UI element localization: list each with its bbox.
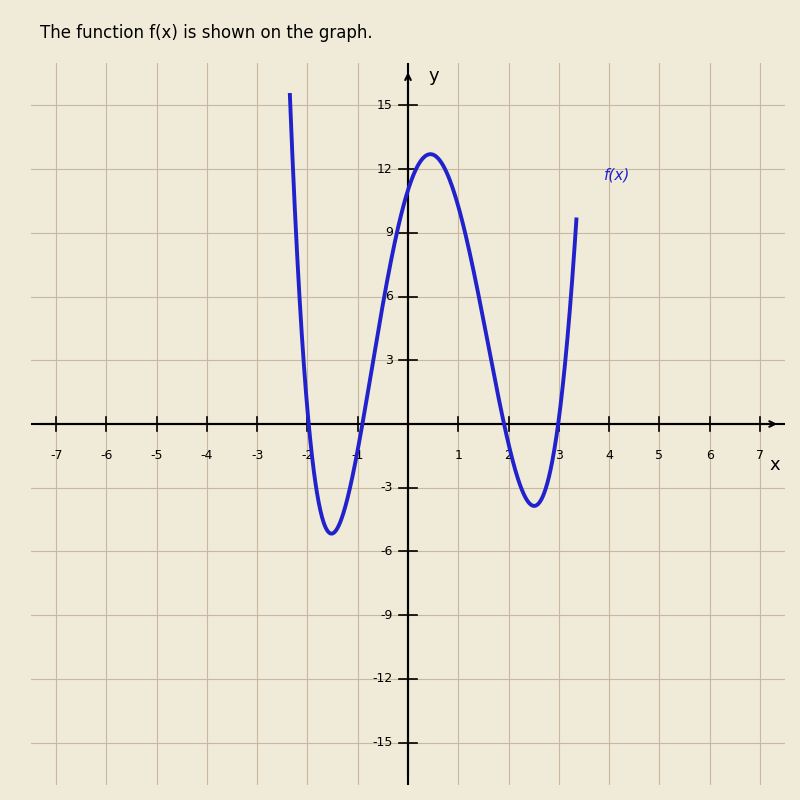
Text: -15: -15: [373, 736, 393, 749]
Text: y: y: [428, 67, 438, 86]
Text: 1: 1: [454, 450, 462, 462]
Text: -4: -4: [201, 450, 213, 462]
Text: 6: 6: [385, 290, 393, 303]
Text: -6: -6: [381, 545, 393, 558]
Text: -1: -1: [351, 450, 364, 462]
Text: 9: 9: [385, 226, 393, 239]
Text: f(x): f(x): [604, 168, 630, 182]
Text: -2: -2: [302, 450, 314, 462]
Text: -3: -3: [381, 482, 393, 494]
Text: -3: -3: [251, 450, 263, 462]
Text: 12: 12: [377, 162, 393, 176]
Text: 4: 4: [605, 450, 613, 462]
Text: 3: 3: [555, 450, 562, 462]
Text: 7: 7: [756, 450, 764, 462]
Text: 15: 15: [377, 99, 393, 112]
Text: -5: -5: [150, 450, 163, 462]
Text: -7: -7: [50, 450, 62, 462]
Text: 3: 3: [385, 354, 393, 366]
Text: x: x: [770, 456, 780, 474]
Text: -12: -12: [373, 672, 393, 686]
Text: -6: -6: [100, 450, 113, 462]
Text: The function f(x) is shown on the graph.: The function f(x) is shown on the graph.: [40, 24, 373, 42]
Text: 5: 5: [655, 450, 663, 462]
Text: 6: 6: [706, 450, 714, 462]
Text: -9: -9: [381, 609, 393, 622]
Text: 2: 2: [505, 450, 513, 462]
